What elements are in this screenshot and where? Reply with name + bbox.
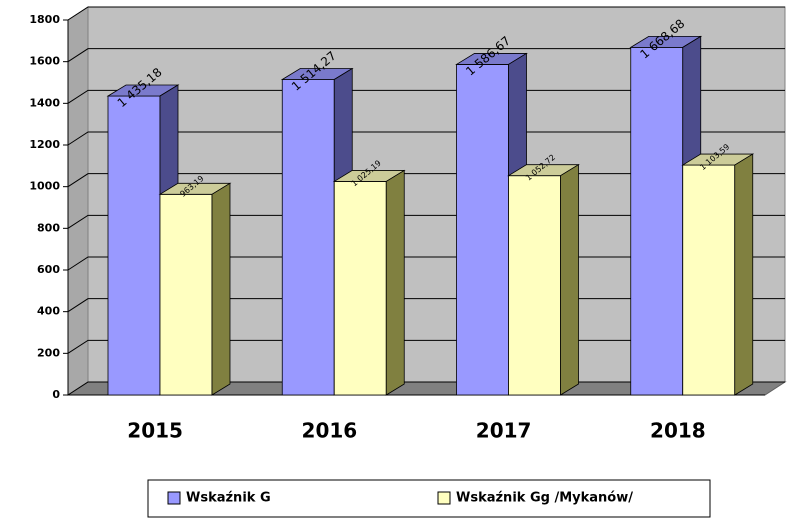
legend-box [147, 479, 711, 518]
bar-side [385, 169, 405, 396]
legend-swatch [437, 491, 451, 505]
bar-front [456, 64, 509, 396]
bar-front [107, 95, 161, 396]
bar-front [281, 79, 335, 396]
legend-label: Wskaźnik Gg /Mykanów/ [456, 491, 633, 506]
bar-front [682, 164, 736, 396]
x-tick-label: 2017 [476, 419, 532, 443]
y-tick-label: 0 [52, 388, 60, 401]
bar-side [560, 163, 579, 396]
side-wall [67, 6, 89, 396]
bar-front [630, 46, 684, 396]
bar [158, 182, 232, 396]
y-tick-label: 1200 [29, 138, 60, 151]
bar-side [211, 182, 231, 396]
legend-label: Wskaźnik G [186, 491, 271, 506]
grid-line [67, 131, 785, 146]
grid-line [67, 6, 785, 21]
bar [332, 169, 406, 396]
y-tick-label: 600 [37, 263, 60, 276]
bar-front [508, 175, 561, 396]
bar-front [159, 193, 213, 396]
bar-side [734, 153, 754, 396]
grid-line [67, 89, 785, 104]
y-tick-label: 1400 [29, 96, 60, 109]
y-tick-label: 1000 [29, 180, 60, 193]
y-tick-label: 200 [37, 346, 60, 359]
y-tick-label: 1800 [29, 13, 60, 26]
bar [681, 153, 755, 396]
bar [106, 84, 180, 396]
x-tick-label: 2018 [650, 419, 706, 443]
y-tick-label: 800 [37, 221, 60, 234]
x-tick-label: 2016 [302, 419, 358, 443]
legend-swatch [167, 491, 181, 505]
y-tick-label: 1600 [29, 55, 60, 68]
x-tick-label: 2015 [127, 419, 183, 443]
bar-front [333, 181, 387, 396]
y-tick-label: 400 [37, 305, 60, 318]
grid-line [67, 48, 785, 63]
bar [507, 163, 580, 396]
